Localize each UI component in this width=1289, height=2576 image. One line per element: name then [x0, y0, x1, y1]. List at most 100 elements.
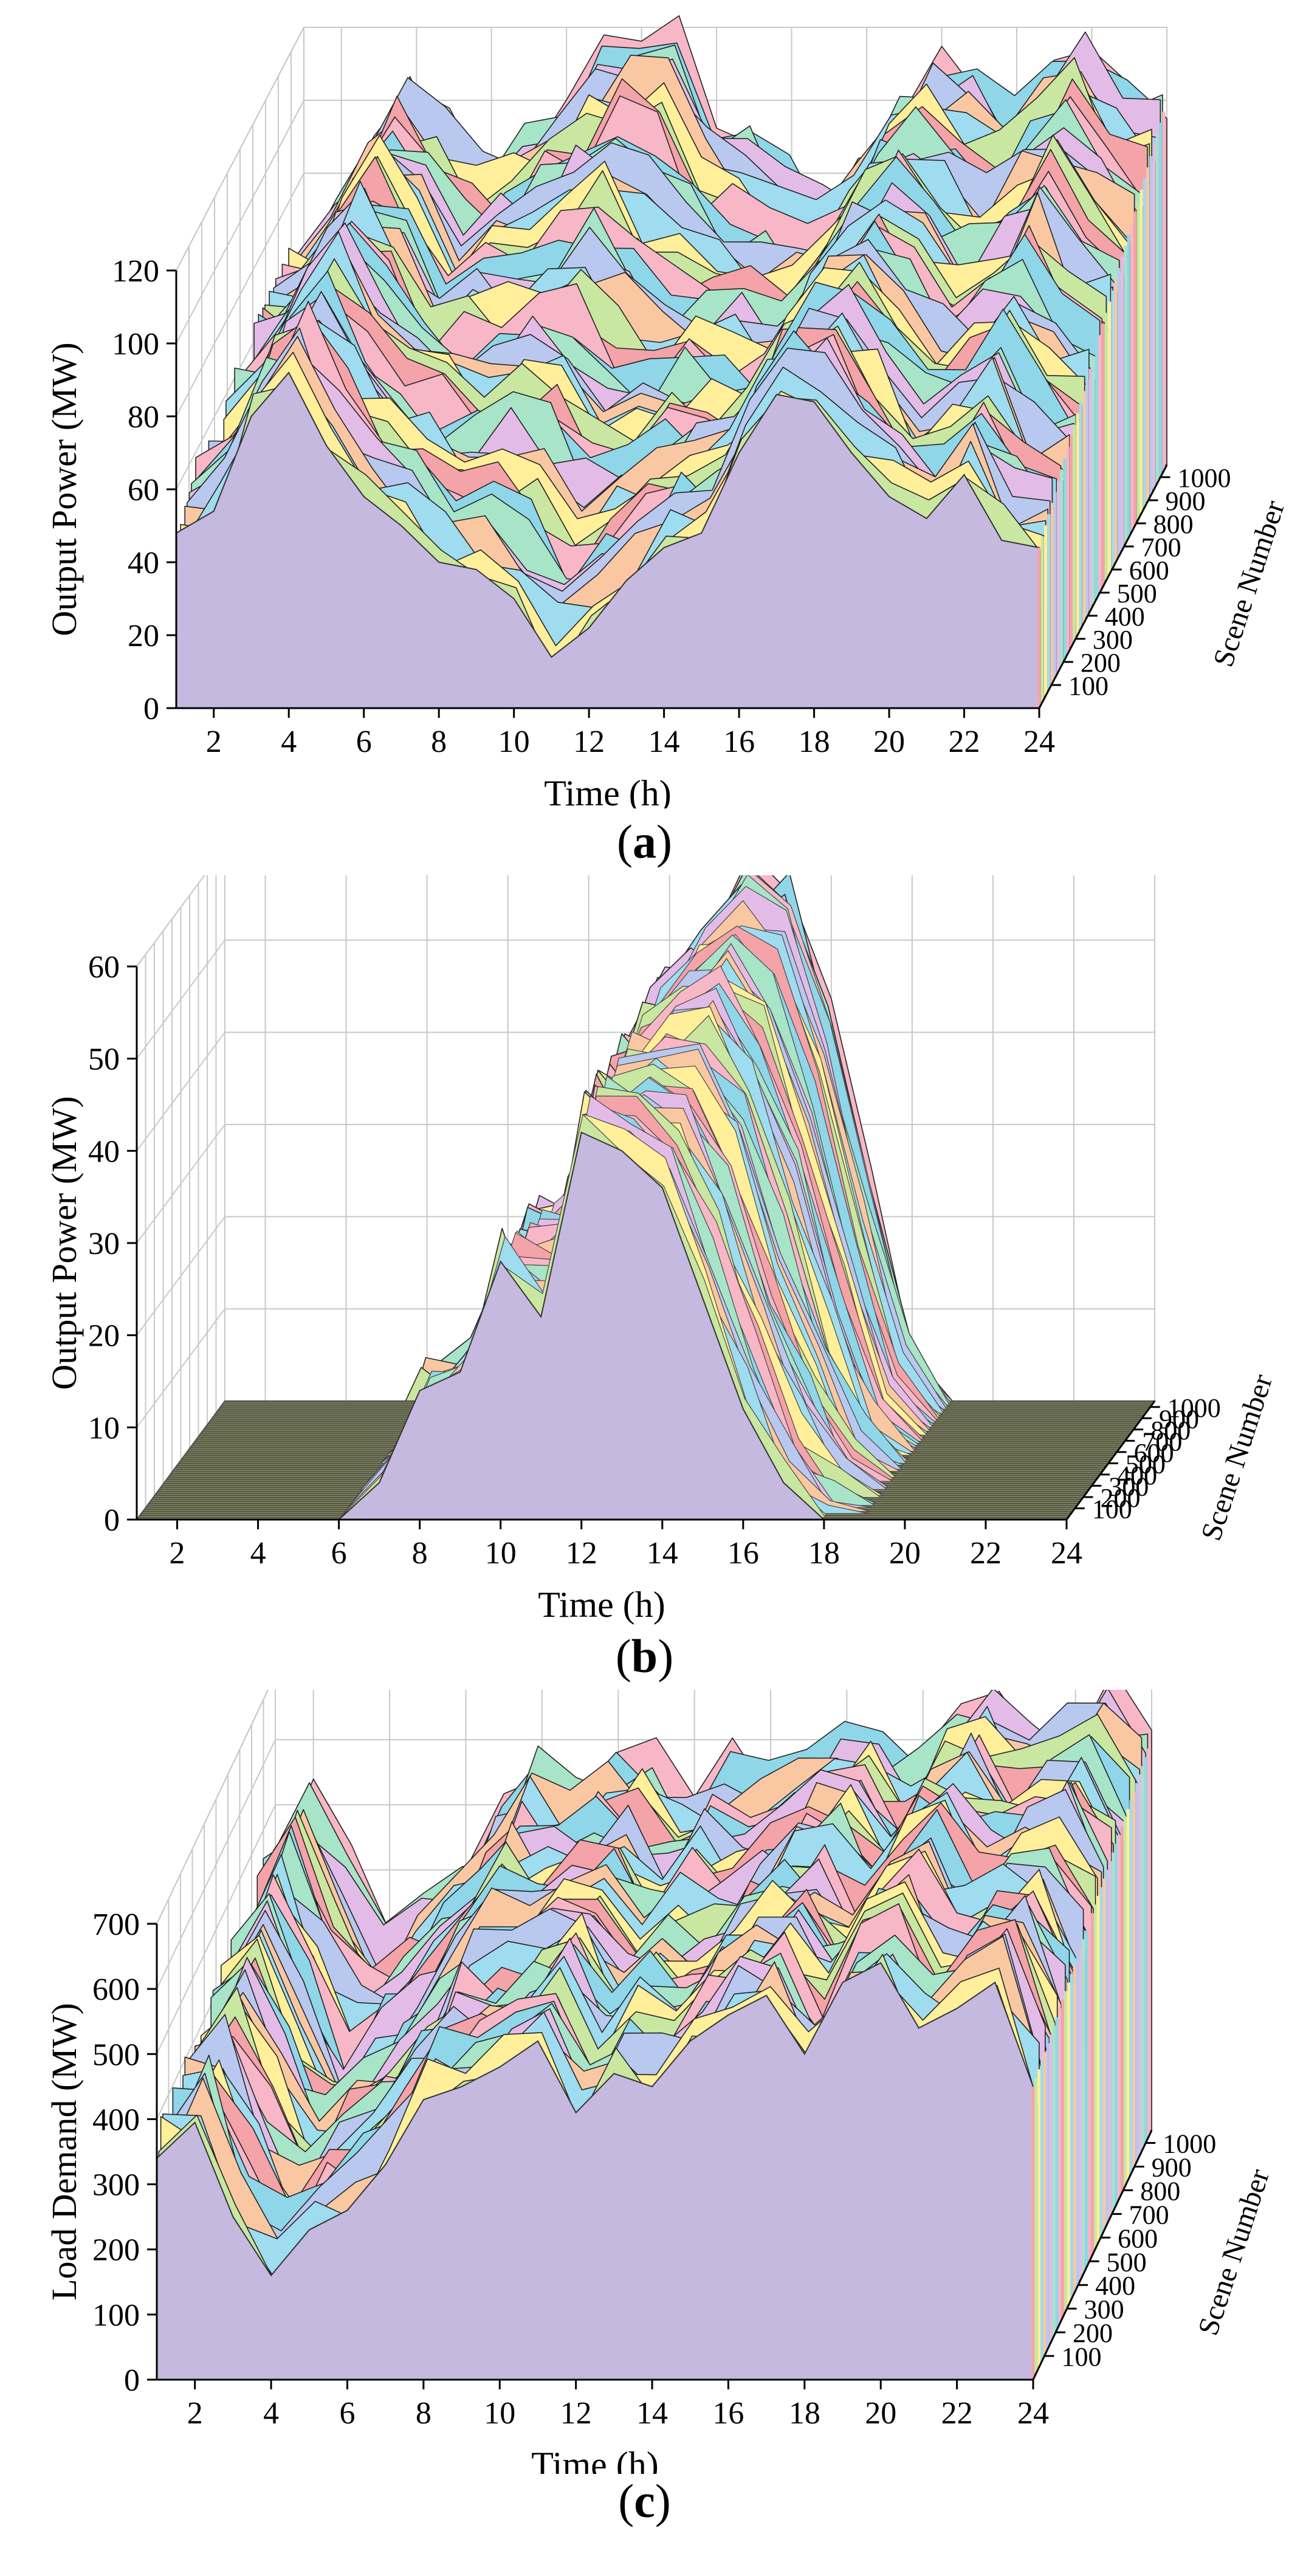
x-tick-label: 16 [712, 2396, 744, 2431]
z-tick-label: 1000 [1167, 1393, 1221, 1423]
x-tick-label: 24 [1051, 1536, 1082, 1571]
y-tick-label: 700 [92, 1907, 140, 1942]
x-tick-label: 8 [431, 725, 447, 759]
chart-b-surface: 2 4 6 8 10 12 14 16 18 20 22 2401020304050601002003… [44, 875, 1279, 1625]
x-tick-label: 4 [250, 1536, 266, 1571]
z-axis-line [1065, 1400, 1156, 1520]
z-tick-label: 400 [1105, 602, 1145, 632]
panel-b: 2 4 6 8 10 12 14 16 18 20 22 24 0 10 20 30 40 50 60 100 200 3… [0, 875, 1289, 1629]
x-tick-label: 2 [187, 2396, 203, 2431]
x-tick-label: 18 [799, 725, 830, 759]
x-tick-label: 22 [970, 1536, 1002, 1571]
front-scene-area [156, 1961, 1034, 2380]
x-tick-label: 8 [412, 1536, 428, 1571]
y-tick-label: 120 [112, 254, 159, 289]
y-tick-label: 10 [88, 1411, 120, 1445]
panel-c: 2 4 6 8 10 12 14 16 18 20 22 24 0 100 200 300 400 500 600 7… [0, 1690, 1289, 2474]
z-tick-label: 600 [1118, 2223, 1158, 2253]
x-tick-label: 12 [573, 725, 605, 759]
y-tick-label: 0 [124, 2363, 140, 2398]
y-tick-label: 0 [143, 692, 159, 726]
z-axis-line [1038, 464, 1168, 709]
z-tick-label: 500 [1126, 1449, 1166, 1479]
z-tick-label: 700 [1129, 2200, 1169, 2230]
y-tick-label: 600 [92, 1972, 140, 2007]
x-tick-label: 22 [941, 2396, 973, 2431]
z-tick-label: 300 [1093, 625, 1133, 655]
x-tick-label: 4 [263, 2396, 279, 2431]
z-tick-label: 800 [1153, 509, 1194, 539]
y-axis-title: Load Demand (MW) [44, 2003, 84, 2301]
x-axis-title: Time (h) [544, 773, 671, 808]
x-tick-label: 14 [636, 2396, 668, 2431]
z-axis-title: Scene Number [1192, 2165, 1276, 2339]
y-axis-title: Output Power (MW) [44, 1096, 84, 1390]
caption-b: (b) [615, 1630, 674, 1682]
y-tick-label: 100 [112, 327, 159, 362]
z-tick-label: 900 [1166, 486, 1206, 516]
y-tick-label: 50 [88, 1042, 120, 1077]
y-tick-label: 100 [92, 2298, 140, 2333]
x-tick-label: 12 [560, 2396, 592, 2431]
chart-c-surface: 2 4 6 8 10 12 14 16 18 20 22 2401002003004005006007… [44, 1690, 1276, 2474]
x-tick-label: 2 [206, 725, 222, 759]
x-tick-label: 2 [170, 1536, 185, 1571]
side-wall-gridline [156, 1804, 276, 2054]
x-tick-label: 20 [889, 1536, 921, 1571]
side-wall-gridline [176, 100, 304, 344]
x-tick-label: 18 [808, 1536, 840, 1571]
y-tick-label: 20 [128, 619, 159, 653]
y-tick-label: 60 [128, 473, 159, 508]
x-tick-label: 6 [356, 725, 372, 759]
z-tick-label: 600 [1129, 556, 1169, 585]
side-wall-gridline [136, 1124, 225, 1244]
front-scene-area [176, 371, 1040, 709]
x-axis-title: Time (h) [538, 1585, 665, 1625]
x-tick-label: 6 [339, 2396, 355, 2431]
x-tick-label: 24 [1023, 725, 1055, 759]
panel-label-b: b [631, 1630, 658, 1682]
z-tick-label: 300 [1109, 1472, 1149, 1501]
x-tick-label: 6 [331, 1536, 347, 1571]
panel-label-a: a [633, 815, 656, 868]
x-tick-label: 10 [498, 725, 530, 759]
z-tick-label: 100 [1092, 1494, 1132, 1524]
side-wall-gridline [156, 1690, 269, 1924]
z-tick-label: 200 [1081, 648, 1121, 678]
y-tick-label: 500 [92, 2037, 140, 2072]
x-tick-label: 14 [647, 1536, 678, 1571]
x-tick-label: 20 [865, 2396, 896, 2431]
z-tick-label: 800 [1140, 2176, 1180, 2206]
z-tick-label: 400 [1095, 2271, 1135, 2301]
y-tick-label: 200 [92, 2233, 140, 2268]
z-tick-label: 700 [1141, 532, 1181, 562]
z-tick-label: 100 [1062, 2342, 1102, 2372]
y-tick-label: 0 [104, 1503, 120, 1538]
y-tick-label: 400 [92, 2102, 140, 2137]
y-tick-label: 60 [88, 950, 120, 985]
z-tick-label: 300 [1084, 2295, 1124, 2324]
x-tick-label: 8 [416, 2396, 431, 2431]
y-tick-label: 40 [128, 546, 159, 580]
side-wall-gridline [176, 27, 304, 271]
y-tick-label: 30 [88, 1227, 120, 1261]
x-tick-label: 14 [648, 725, 680, 759]
z-tick-label: 900 [1152, 2152, 1192, 2182]
panel-label-c: c [634, 2474, 655, 2527]
x-tick-label: 20 [873, 725, 905, 759]
panel-a: 2 4 6 8 10 12 14 16 18 20 22 24 0 20 40 60 80 100 120 100 20… [0, 0, 1289, 808]
y-axis-title: Output Power (MW) [44, 342, 84, 636]
z-tick-label: 500 [1117, 579, 1157, 608]
x-tick-label: 16 [727, 1536, 759, 1571]
side-wall-gridline [176, 173, 304, 417]
x-tick-label: 16 [723, 725, 755, 759]
z-axis-line [1032, 2130, 1153, 2380]
z-tick-label: 500 [1107, 2247, 1147, 2277]
z-tick-label: 600 [1134, 1438, 1174, 1468]
caption-a: (a) [617, 815, 672, 868]
z-tick-label: 700 [1142, 1427, 1182, 1456]
z-axis-title: Scene Number [1207, 497, 1289, 670]
x-tick-label: 18 [789, 2396, 820, 2431]
x-axis-title: Time (h) [531, 2445, 658, 2474]
y-tick-label: 20 [88, 1319, 120, 1354]
